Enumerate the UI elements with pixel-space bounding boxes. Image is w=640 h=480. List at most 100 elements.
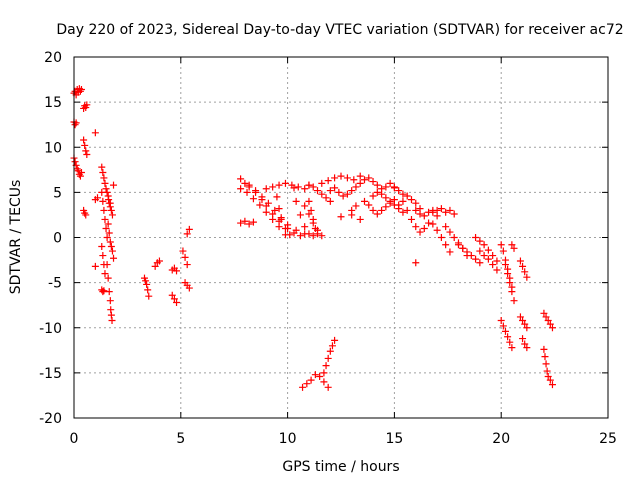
point-cluster	[98, 286, 108, 296]
data-point	[322, 194, 330, 202]
data-point	[249, 195, 257, 203]
data-point	[309, 219, 317, 227]
data-point	[548, 324, 556, 332]
data-point	[71, 158, 79, 166]
data-point	[356, 172, 364, 180]
data-point	[284, 221, 292, 229]
point-cluster	[290, 184, 317, 240]
data-point	[318, 232, 326, 240]
data-point	[143, 280, 151, 288]
data-point	[99, 197, 107, 205]
data-point	[107, 243, 115, 251]
data-point	[305, 181, 313, 189]
data-point	[504, 270, 512, 278]
data-point	[521, 340, 529, 348]
data-point	[399, 208, 407, 216]
point-cluster	[540, 345, 556, 389]
data-point	[442, 223, 450, 231]
data-point	[264, 199, 272, 207]
point-cluster	[237, 185, 289, 239]
data-point	[399, 190, 407, 198]
data-point	[360, 197, 368, 205]
data-point	[382, 183, 390, 191]
data-point	[314, 187, 322, 195]
data-point	[337, 172, 345, 180]
data-point	[151, 262, 159, 270]
data-point	[104, 274, 112, 282]
y-tick-label: 5	[53, 185, 62, 201]
data-point	[348, 206, 356, 214]
data-point	[352, 183, 360, 191]
point-cluster	[399, 197, 433, 236]
data-point	[519, 335, 527, 343]
data-point	[510, 297, 518, 305]
data-point	[104, 220, 112, 228]
data-point	[504, 333, 512, 341]
data-point	[82, 211, 90, 219]
data-point	[516, 257, 524, 265]
point-cluster	[273, 193, 294, 239]
data-point	[508, 288, 516, 296]
data-point	[309, 183, 317, 191]
data-point	[277, 215, 285, 223]
data-point	[467, 252, 475, 260]
data-point	[82, 147, 90, 155]
data-point	[546, 376, 554, 384]
axis-ticks: 0 5 10 15 20 25 -20 -15 -10 -5 0 5 10 15 20	[39, 50, 617, 447]
data-point	[318, 190, 326, 198]
data-point	[523, 324, 531, 332]
data-point	[548, 381, 556, 389]
data-point	[99, 252, 107, 260]
data-point	[320, 369, 328, 377]
data-point	[107, 206, 115, 214]
data-point	[331, 336, 339, 344]
data-point	[93, 194, 101, 202]
data-point	[303, 380, 311, 388]
data-point	[331, 174, 339, 182]
data-point	[437, 234, 445, 241]
data-point	[348, 187, 356, 195]
data-point	[155, 257, 163, 265]
data-point	[103, 234, 111, 241]
data-point	[101, 179, 109, 187]
data-point	[403, 206, 411, 214]
data-point	[105, 229, 113, 237]
data-point	[290, 184, 298, 192]
data-point	[98, 163, 106, 171]
data-point	[508, 344, 516, 352]
data-point	[296, 211, 304, 219]
data-point	[472, 255, 480, 263]
data-point	[326, 197, 334, 205]
data-point	[484, 255, 492, 263]
data-point	[544, 317, 552, 325]
data-point	[301, 202, 309, 210]
data-point	[101, 270, 109, 278]
data-point	[245, 181, 253, 189]
data-point	[286, 231, 294, 239]
data-point	[442, 241, 450, 249]
data-point	[173, 298, 181, 306]
data-point	[331, 184, 339, 192]
data-point	[301, 185, 309, 193]
data-point	[271, 206, 279, 214]
data-point	[100, 287, 108, 295]
point-cluster	[429, 220, 454, 256]
point-cluster	[151, 257, 163, 270]
point-cluster	[98, 163, 114, 211]
data-point	[407, 215, 415, 223]
point-cluster	[497, 317, 516, 352]
data-point	[305, 210, 313, 218]
data-point	[314, 226, 322, 234]
data-point	[378, 190, 386, 198]
data-point	[521, 268, 529, 276]
data-point	[395, 205, 403, 213]
data-point	[446, 206, 454, 214]
data-point	[269, 183, 277, 191]
data-point	[541, 353, 549, 361]
data-point	[542, 313, 550, 321]
data-point	[365, 174, 373, 182]
data-point	[305, 197, 313, 205]
data-point	[100, 206, 108, 214]
data-point	[489, 261, 497, 269]
